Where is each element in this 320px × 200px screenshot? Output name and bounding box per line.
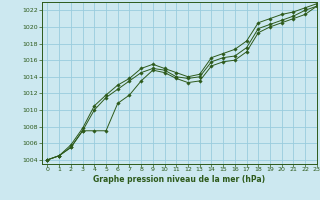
X-axis label: Graphe pression niveau de la mer (hPa): Graphe pression niveau de la mer (hPa) <box>93 175 265 184</box>
